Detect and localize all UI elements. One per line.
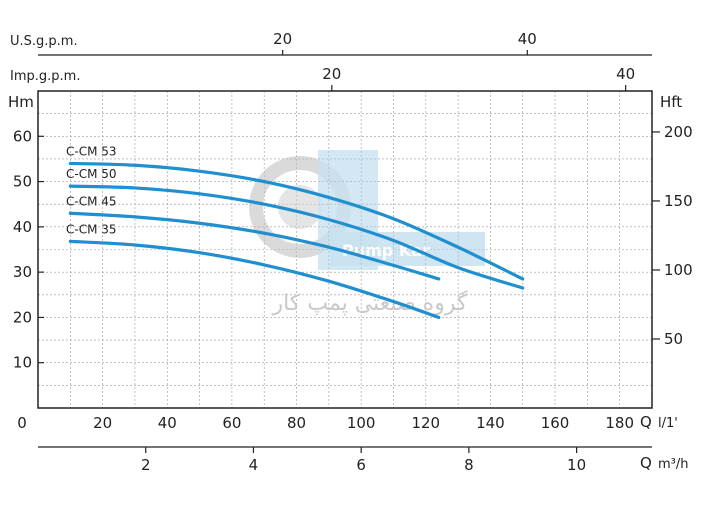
x-tick-label: 20 <box>93 414 112 432</box>
y-tick-label: 60 <box>13 127 32 145</box>
x-tick-label: 0 <box>17 414 27 432</box>
impgpm-tick-label: 40 <box>616 65 635 83</box>
m3h-axis-unit: m³/h <box>658 457 689 472</box>
series-curve-c-cm-45 <box>68 211 441 281</box>
y-alt-tick-label: 100 <box>664 261 693 279</box>
axis-labels: U.S.g.p.m. Imp.g.p.m. Hm Hft Q l/1' Q m³… <box>8 30 693 474</box>
y-tick-label: 30 <box>13 263 32 281</box>
x-tick-label: 40 <box>158 414 177 432</box>
impgpm-tick-label: 20 <box>322 65 341 83</box>
m3h-tick-label: 10 <box>567 456 586 474</box>
y-alt-tick-label: 200 <box>664 123 693 141</box>
series-curve-c-cm-35 <box>68 239 441 320</box>
usgpm-axis-label: U.S.g.p.m. <box>10 34 78 49</box>
y-axis-label-right: Hft <box>660 93 682 111</box>
x-axis-label-q: Q <box>640 413 652 431</box>
x-tick-label: 60 <box>222 414 241 432</box>
usgpm-tick-label: 20 <box>273 30 292 48</box>
y-tick-label: 40 <box>13 218 32 236</box>
y-tick-label: 10 <box>13 354 32 372</box>
m3h-tick-label: 8 <box>464 456 474 474</box>
x-tick-label: 160 <box>541 414 570 432</box>
watermark-logo: Pump Kar <box>249 150 485 270</box>
series-label: C-CM 50 <box>66 167 117 181</box>
x-axis-unit-lmin: l/1' <box>658 416 678 431</box>
x-tick-label: 180 <box>605 414 634 432</box>
x-tick-label: 120 <box>411 414 440 432</box>
impgpm-axis-label: Imp.g.p.m. <box>10 69 80 84</box>
x-tick-label: 140 <box>476 414 505 432</box>
series-label: C-CM 53 <box>66 144 117 158</box>
series-curve-c-cm-53 <box>68 161 525 281</box>
x-tick-label: 80 <box>287 414 306 432</box>
series-label: C-CM 45 <box>66 194 117 208</box>
y-tick-label: 50 <box>13 173 32 191</box>
m3h-tick-label: 2 <box>141 456 151 474</box>
series-curve-c-cm-50 <box>68 184 525 290</box>
m3h-axis-label-q: Q <box>640 454 652 472</box>
y-tick-label: 20 <box>13 308 32 326</box>
usgpm-tick-label: 40 <box>518 30 537 48</box>
plot-border <box>37 90 653 409</box>
series: C-CM 53 C-CM 50 C-CM 45 C-CM 35 <box>66 144 525 320</box>
series-label: C-CM 35 <box>66 222 117 236</box>
y-alt-tick-label: 150 <box>664 192 693 210</box>
grid <box>38 91 652 408</box>
y-axis-label-left: Hm <box>8 93 34 111</box>
plot-frame <box>37 50 660 453</box>
m3h-tick-label: 6 <box>356 456 366 474</box>
m3h-tick-label: 4 <box>249 456 259 474</box>
y-alt-tick-label: 50 <box>664 330 683 348</box>
x-tick-label: 100 <box>347 414 376 432</box>
